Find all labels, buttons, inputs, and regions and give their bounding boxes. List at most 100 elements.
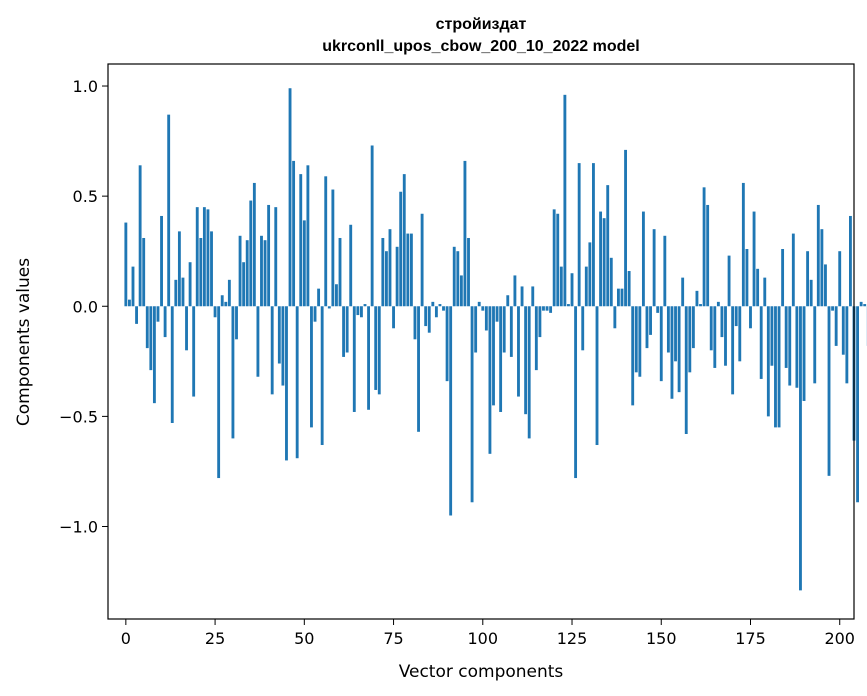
- bar: [652, 229, 656, 307]
- bar: [442, 306, 445, 311]
- bar: [577, 163, 581, 307]
- bar: [620, 288, 624, 307]
- bar: [634, 306, 638, 373]
- bar: [795, 306, 799, 388]
- bar-series: [124, 88, 867, 591]
- bar: [131, 266, 135, 307]
- bar: [720, 306, 724, 338]
- bar: [741, 182, 745, 307]
- bar: [592, 163, 595, 307]
- bar: [663, 235, 667, 307]
- bar: [556, 213, 560, 307]
- bar: [360, 306, 363, 318]
- bar: [777, 306, 781, 428]
- bar: [417, 306, 420, 432]
- bar: [399, 191, 403, 307]
- bar: [534, 306, 538, 371]
- bar: [799, 306, 802, 591]
- bar: [631, 306, 635, 406]
- x-tick-label: 175: [735, 629, 766, 648]
- bar: [784, 306, 788, 368]
- bar: [841, 306, 845, 355]
- bar: [727, 255, 731, 307]
- y-axis-ticks: 1.0 0.5 0.0 −0.5 −1.0: [59, 77, 108, 537]
- bar: [524, 306, 528, 415]
- bar: [649, 306, 652, 335]
- bar: [170, 306, 174, 423]
- bar: [713, 306, 717, 368]
- bar: [545, 306, 549, 311]
- bar: [210, 231, 213, 307]
- bar: [174, 279, 178, 307]
- bar: [367, 306, 370, 410]
- bar: [327, 306, 331, 309]
- x-axis-ticks: 0 25 50 75 100 125 150 175 200: [121, 619, 855, 648]
- bar: [638, 306, 642, 377]
- bar: [427, 306, 431, 333]
- bar: [163, 306, 167, 338]
- bar: [438, 304, 442, 307]
- bar: [434, 306, 438, 318]
- bar: [563, 94, 567, 307]
- plot-frame: [107, 63, 855, 620]
- bar: [616, 288, 620, 307]
- bar: [824, 264, 827, 307]
- y-tick-label: 1.0: [73, 77, 98, 96]
- bar: [392, 306, 395, 329]
- bar: [574, 306, 578, 479]
- bar: [324, 176, 328, 307]
- bar: [756, 268, 760, 307]
- bar: [320, 306, 324, 446]
- bar: [238, 235, 242, 307]
- bar: [352, 306, 356, 412]
- bar: [527, 306, 531, 439]
- bar: [356, 306, 360, 316]
- bar: [538, 306, 542, 338]
- bar: [213, 306, 217, 318]
- bar: [624, 149, 627, 307]
- bar: [395, 246, 399, 307]
- bar: [517, 306, 520, 397]
- bar: [749, 306, 752, 329]
- y-tick-label: −1.0: [59, 518, 98, 537]
- bar: [331, 189, 335, 307]
- x-tick-label: 125: [557, 629, 588, 648]
- bar: [770, 306, 774, 366]
- bar: [845, 306, 849, 384]
- bar: [220, 295, 224, 307]
- bar: [302, 220, 306, 307]
- bar: [231, 306, 235, 439]
- bar: [160, 215, 163, 307]
- bar: [224, 301, 228, 307]
- bar: [734, 306, 738, 327]
- x-tick-label: 25: [205, 629, 225, 648]
- bar: [142, 237, 146, 307]
- bar: [645, 306, 649, 349]
- bar: [345, 306, 349, 353]
- bar: [181, 277, 185, 307]
- bar: [745, 249, 749, 307]
- bar: [506, 295, 510, 307]
- bar: [581, 306, 585, 351]
- y-tick-label: 0.0: [73, 297, 98, 316]
- bar: [670, 306, 674, 399]
- chart-title-line1: стройиздат: [436, 16, 527, 33]
- bar: [152, 306, 156, 404]
- bar: [863, 304, 867, 307]
- bar: [731, 306, 735, 395]
- bar: [806, 251, 810, 307]
- bar: [484, 306, 488, 331]
- bar: [595, 306, 599, 446]
- bar: [384, 251, 388, 307]
- x-tick-label: 50: [294, 629, 314, 648]
- bar: [388, 229, 392, 307]
- bar: [252, 182, 256, 307]
- x-tick-label: 0: [121, 629, 131, 648]
- bar: [531, 286, 535, 307]
- bar: [338, 237, 342, 307]
- bar: [567, 304, 570, 307]
- bar: [202, 207, 206, 307]
- bar: [277, 306, 281, 364]
- bar: [834, 306, 838, 346]
- bar: [124, 222, 128, 307]
